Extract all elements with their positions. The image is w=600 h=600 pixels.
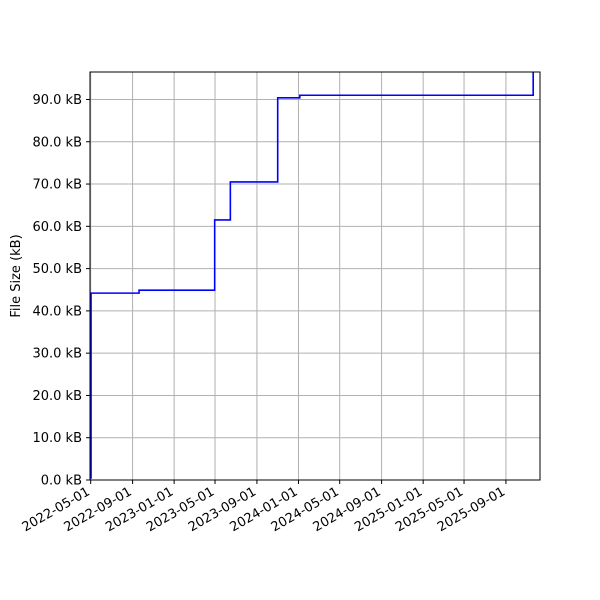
y-tick-label: 70.0 kB [32, 178, 82, 193]
grid [90, 72, 540, 481]
y-tick-label: 90.0 kB [32, 93, 82, 108]
y-tick-label: 0.0 kB [41, 474, 82, 489]
y-tick-label: 80.0 kB [32, 135, 82, 150]
y-tick-label: 30.0 kB [32, 347, 82, 362]
y-tick-label: 20.0 kB [32, 389, 82, 404]
y-tick-label: 60.0 kB [32, 220, 82, 235]
series-layer [90, 72, 534, 479]
tick-marks [86, 98, 507, 484]
y-tick-label: 40.0 kB [32, 304, 82, 319]
file-size-step-line [90, 72, 534, 479]
y-tick-label: 10.0 kB [32, 431, 82, 446]
plot-frame [89, 71, 541, 481]
y-tick-labels: 0.0 kB 10.0 kB 20.0 kB 30.0 kB 40.0 kB 50.0 k… [32, 93, 82, 489]
y-tick-label: 50.0 kB [32, 262, 82, 277]
y-axis-label: File Size (kB) [9, 234, 24, 317]
